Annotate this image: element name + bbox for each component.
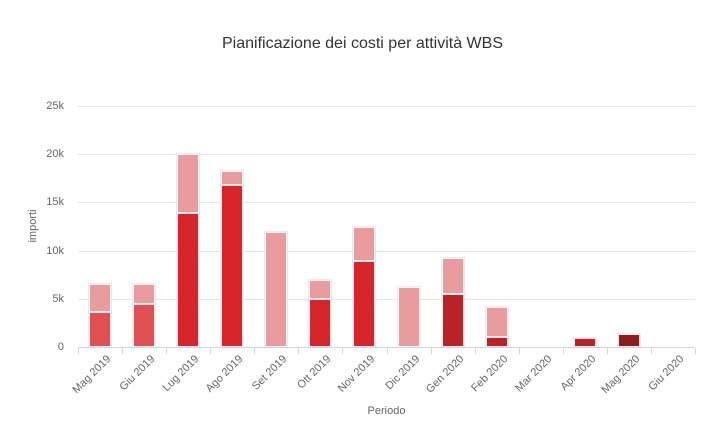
bar-segment-lug-2019-wbs-attivita-2[interactable] [177, 213, 200, 347]
bar-segment-feb-2020-wbs-attivita-3[interactable] [485, 337, 508, 347]
bar-segment-nov-2019-wbs-attivita-5[interactable] [353, 226, 376, 262]
y-tick-label-10k: 10k [46, 244, 64, 257]
gridline-5k [78, 298, 695, 300]
bar-segment-lug-2019-wbs-attivita-5[interactable] [177, 154, 200, 213]
x-axis-tick [122, 348, 124, 354]
bar-segment-mag-2019-wbs-attivita-1[interactable] [89, 312, 112, 347]
y-tick-label-0: 0 [57, 341, 64, 353]
x-axis-tick [78, 348, 79, 354]
gridline-10k [78, 250, 695, 252]
x-axis-tick [342, 348, 344, 354]
y-tick-label-20k: 20k [46, 148, 64, 161]
y-tick-label-25k: 25k [46, 100, 64, 112]
x-axis-line [78, 347, 695, 348]
bar-segment-ago-2019-wbs-attivita-2[interactable] [221, 185, 244, 347]
bar-segment-mag-2019-wbs-attivita-5[interactable] [89, 284, 112, 313]
bar-segment-ott-2019-wbs-attivita-5[interactable] [309, 279, 332, 299]
chart-title: Pianificazione dei costi per attività WB… [221, 35, 503, 52]
x-axis-tick [562, 348, 564, 354]
x-axis-tick [166, 348, 168, 354]
bar-segment-dic-2019-wbs-attivita-5[interactable] [397, 287, 420, 347]
x-axis-tick [298, 348, 300, 354]
x-axis-tick [254, 348, 256, 354]
bar-segment-giu-2019-wbs-attivita-5[interactable] [133, 284, 156, 304]
y-axis-title: importi [27, 209, 39, 243]
bar-segment-ott-2019-wbs-attivita-2[interactable] [309, 298, 332, 347]
gridline-25k [78, 106, 695, 107]
bar-segment-set-2019-wbs-attivita-5[interactable] [265, 232, 288, 347]
bar-segment-apr-2020-wbs-attivita-3[interactable] [573, 338, 596, 347]
gridline-15k [78, 202, 695, 204]
x-axis-tick [606, 348, 608, 354]
x-axis-tick [386, 348, 388, 354]
x-axis-tick [695, 348, 696, 354]
bar-segment-nov-2019-wbs-attivita-2[interactable] [353, 261, 376, 347]
x-tick-label-mag-2019: Mag 2019 [70, 353, 114, 397]
x-axis-tick [650, 348, 652, 354]
x-axis-tick [518, 348, 520, 354]
bar-segment-gen-2020-wbs-attivita-3[interactable] [441, 293, 464, 347]
bar-segment-ago-2019-wbs-attivita-5[interactable] [221, 170, 244, 186]
x-axis-title: Periodo [367, 405, 406, 417]
bar-segment-gen-2020-wbs-attivita-5[interactable] [441, 258, 464, 294]
y-tick-label-15k: 15k [46, 196, 64, 209]
bar-segment-feb-2020-wbs-attivita-5[interactable] [485, 307, 508, 338]
x-axis-tick [474, 348, 476, 354]
y-tick-label-5k: 5k [52, 292, 64, 305]
x-axis-tick [430, 348, 432, 354]
x-axis-tick [210, 348, 212, 354]
bar-segment-mag-2020-wbs-attivita-4[interactable] [617, 334, 640, 347]
bar-segment-giu-2019-wbs-attivita-1[interactable] [133, 303, 156, 347]
gridline-20k [78, 154, 695, 156]
